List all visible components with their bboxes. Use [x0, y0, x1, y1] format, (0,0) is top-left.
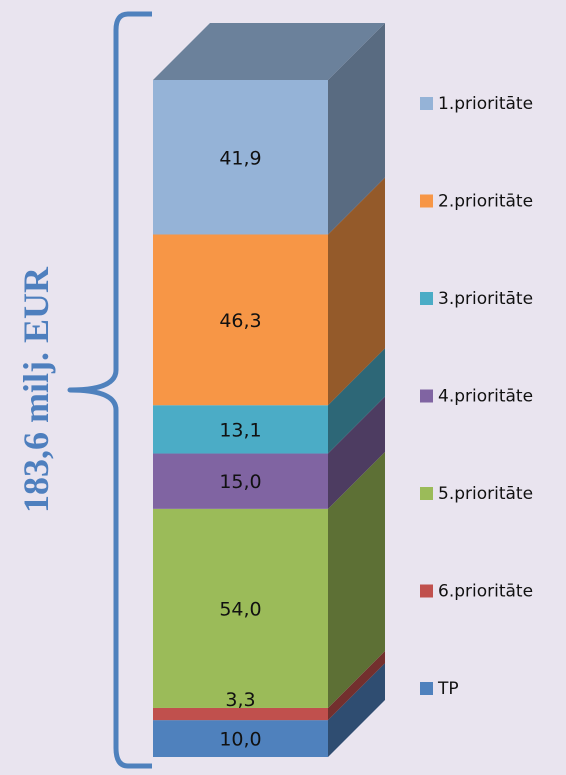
segment-6prioritte-side: [328, 650, 385, 721]
legend-label: 5.prioritāte: [438, 484, 533, 504]
segment-2prioritte-side: [328, 177, 385, 406]
legend-swatch: [420, 194, 433, 208]
legend-label: 3.prioritāte: [438, 289, 533, 309]
legend-swatch: [420, 97, 433, 110]
segment-4prioritte-side: [328, 396, 385, 509]
segment-1prioritte-side: [328, 23, 385, 235]
curly-brace: [67, 11, 152, 769]
segment-5prioritte-side: [328, 451, 385, 708]
legend-item: 1.prioritāte: [420, 94, 533, 114]
legend-swatch: [420, 487, 433, 500]
segment-5prioritte-bar: [153, 508, 328, 708]
legend-label: 6.prioritāte: [438, 582, 533, 602]
legend-label: 4.prioritāte: [438, 387, 533, 407]
data-label: 54,0: [219, 598, 261, 620]
segment-2prioritte-bar: [153, 234, 328, 406]
legend-swatch: [420, 292, 433, 305]
stacked-column: 10,0 3,3 54,0 15,0 13,1 46,3 41,9: [153, 23, 385, 757]
segment-3prioritte-side: [328, 348, 385, 454]
segment-tp-bar: [153, 720, 328, 757]
total-label: 183,6 milj. EUR: [16, 266, 56, 513]
legend-label: TP: [437, 679, 459, 699]
bar-top-face: [153, 23, 385, 80]
legend-item: 4.prioritāte: [420, 387, 533, 407]
total-brace: [67, 11, 152, 769]
legend: 1.prioritāte 2.prioritāte 3.prioritāte 4.pr…: [420, 94, 533, 699]
legend-item: TP: [420, 679, 459, 699]
segment-3prioritte-bar: [153, 405, 328, 454]
legend-swatch: [420, 682, 433, 695]
data-label: 15,0: [219, 471, 261, 493]
legend-item: 3.prioritāte: [420, 289, 533, 309]
data-label: 46,3: [219, 310, 261, 332]
segment-6prioritte-bar: [153, 707, 328, 721]
data-label: 10,0: [219, 729, 261, 751]
legend-item: 6.prioritāte: [420, 582, 533, 602]
data-label: 41,9: [219, 147, 261, 169]
data-label: 3,3: [225, 689, 255, 711]
legend-label: 2.prioritāte: [438, 192, 533, 212]
legend-item: 5.prioritāte: [420, 484, 533, 504]
legend-swatch: [420, 584, 433, 598]
data-label: 13,1: [219, 419, 261, 441]
legend-swatch: [420, 389, 433, 403]
segment-1prioritte-bar: [153, 80, 328, 235]
legend-item: 2.prioritāte: [420, 192, 533, 212]
segment-tp-side: [328, 663, 385, 757]
legend-label: 1.prioritāte: [438, 94, 533, 114]
segment-4prioritte-bar: [153, 453, 328, 509]
